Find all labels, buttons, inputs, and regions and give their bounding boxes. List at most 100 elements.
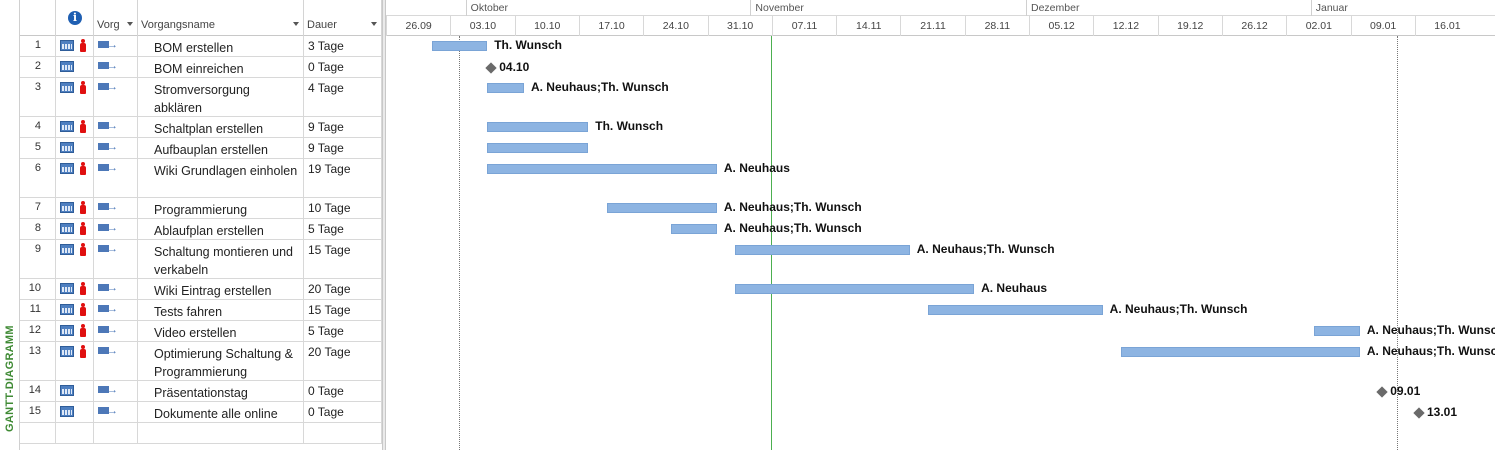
task-bar[interactable] (1121, 347, 1360, 357)
row-task-name[interactable]: Schaltung montieren und verkabeln (138, 240, 304, 278)
row-duration[interactable]: 4 Tage (304, 78, 382, 116)
empty-cell[interactable] (94, 423, 138, 443)
row-task-mode[interactable] (94, 78, 138, 116)
task-bar[interactable] (606, 203, 717, 213)
row-task-mode[interactable] (94, 138, 138, 158)
task-bar[interactable] (487, 164, 717, 174)
row-task-name[interactable]: Stromversorgung abklären (138, 78, 304, 116)
milestone-marker[interactable] (1413, 407, 1425, 419)
chevron-down-icon[interactable] (293, 22, 299, 26)
row-id[interactable]: 7 (20, 198, 56, 218)
row-duration[interactable]: 9 Tage (304, 138, 382, 158)
row-id[interactable]: 6 (20, 159, 56, 197)
row-task-mode[interactable] (94, 321, 138, 341)
row-task-name[interactable]: Präsentationstag (138, 381, 304, 401)
row-task-name[interactable]: Optimierung Schaltung & Programmierung (138, 342, 304, 380)
task-bar[interactable] (487, 83, 524, 93)
header-id-cell[interactable] (20, 0, 56, 36)
header-task-mode[interactable]: Vorg (94, 0, 138, 36)
row-task-name[interactable]: BOM einreichen (138, 57, 304, 77)
row-duration[interactable]: 0 Tage (304, 57, 382, 77)
row-id[interactable]: 15 (20, 402, 56, 422)
row-duration[interactable]: 20 Tage (304, 342, 382, 380)
row-task-mode[interactable] (94, 198, 138, 218)
row-task-mode[interactable] (94, 57, 138, 77)
row-duration[interactable]: 5 Tage (304, 321, 382, 341)
row-task-name[interactable]: Video erstellen (138, 321, 304, 341)
row-duration[interactable]: 15 Tage (304, 300, 382, 320)
row-task-mode[interactable] (94, 36, 138, 56)
row-duration[interactable]: 0 Tage (304, 381, 382, 401)
row-task-mode[interactable] (94, 300, 138, 320)
empty-cell[interactable] (304, 423, 382, 443)
row-task-name[interactable]: Schaltplan erstellen (138, 117, 304, 137)
task-bar[interactable] (670, 224, 717, 234)
row-duration[interactable]: 10 Tage (304, 198, 382, 218)
row-task-name[interactable]: Dokumente alle online (138, 402, 304, 422)
row-duration[interactable]: 15 Tage (304, 240, 382, 278)
task-bar[interactable] (735, 245, 910, 255)
row-task-name[interactable]: Tests fahren (138, 300, 304, 320)
row-task-name[interactable]: Aufbauplan erstellen (138, 138, 304, 158)
chevron-down-icon[interactable] (371, 22, 377, 26)
row-id[interactable]: 13 (20, 342, 56, 380)
row-task-mode[interactable] (94, 381, 138, 401)
row-task-mode[interactable] (94, 342, 138, 380)
row-id[interactable]: 12 (20, 321, 56, 341)
task-bar[interactable] (487, 122, 589, 132)
row-task-mode[interactable] (94, 279, 138, 299)
header-duration[interactable]: Dauer (304, 0, 382, 36)
row-id[interactable]: 3 (20, 78, 56, 116)
row-id[interactable]: 14 (20, 381, 56, 401)
row-id[interactable]: 10 (20, 279, 56, 299)
row-task-name[interactable]: Wiki Eintrag erstellen (138, 279, 304, 299)
row-id[interactable]: 4 (20, 117, 56, 137)
header-indicators[interactable]: i (56, 0, 94, 36)
chevron-down-icon[interactable] (127, 22, 133, 26)
row-task-name[interactable]: Wiki Grundlagen einholen (138, 159, 304, 197)
table-row[interactable]: 13 Optimierung Schaltung & Programmierung… (20, 342, 382, 381)
task-bar[interactable] (1313, 326, 1360, 336)
row-id[interactable]: 11 (20, 300, 56, 320)
row-id[interactable]: 8 (20, 219, 56, 239)
row-id[interactable]: 1 (20, 36, 56, 56)
row-id[interactable]: 5 (20, 138, 56, 158)
header-task-name[interactable]: Vorgangsname (138, 0, 304, 36)
row-duration[interactable]: 3 Tage (304, 36, 382, 56)
pane-splitter[interactable] (382, 0, 386, 450)
milestone-marker[interactable] (1376, 386, 1388, 398)
table-row-empty[interactable] (20, 423, 382, 444)
row-duration[interactable]: 5 Tage (304, 219, 382, 239)
task-bar[interactable] (735, 284, 975, 294)
row-duration[interactable]: 9 Tage (304, 117, 382, 137)
row-id[interactable]: 9 (20, 240, 56, 278)
row-task-mode[interactable] (94, 240, 138, 278)
milestone-marker[interactable] (485, 62, 497, 74)
task-bar[interactable] (487, 143, 589, 153)
row-task-mode[interactable] (94, 159, 138, 197)
empty-cell[interactable] (20, 423, 56, 443)
empty-cell[interactable] (138, 423, 304, 443)
row-duration[interactable]: 19 Tage (304, 159, 382, 197)
row-duration[interactable]: 0 Tage (304, 402, 382, 422)
row-id[interactable]: 2 (20, 57, 56, 77)
row-task-mode[interactable] (94, 219, 138, 239)
row-task-name[interactable]: Ablaufplan erstellen (138, 219, 304, 239)
task-bar[interactable] (432, 41, 488, 51)
empty-cell[interactable] (56, 423, 94, 443)
row-task-mode[interactable] (94, 402, 138, 422)
